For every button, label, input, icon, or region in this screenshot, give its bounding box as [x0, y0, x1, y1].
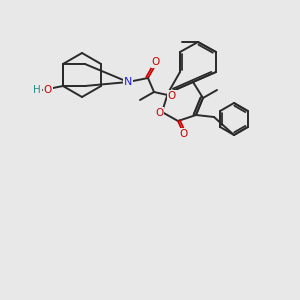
Text: O: O: [152, 57, 160, 67]
Text: N: N: [124, 77, 132, 87]
Text: O: O: [155, 108, 163, 118]
Text: O: O: [179, 129, 187, 139]
Text: H: H: [33, 85, 41, 95]
Text: O: O: [168, 91, 176, 101]
Text: O: O: [44, 85, 52, 95]
